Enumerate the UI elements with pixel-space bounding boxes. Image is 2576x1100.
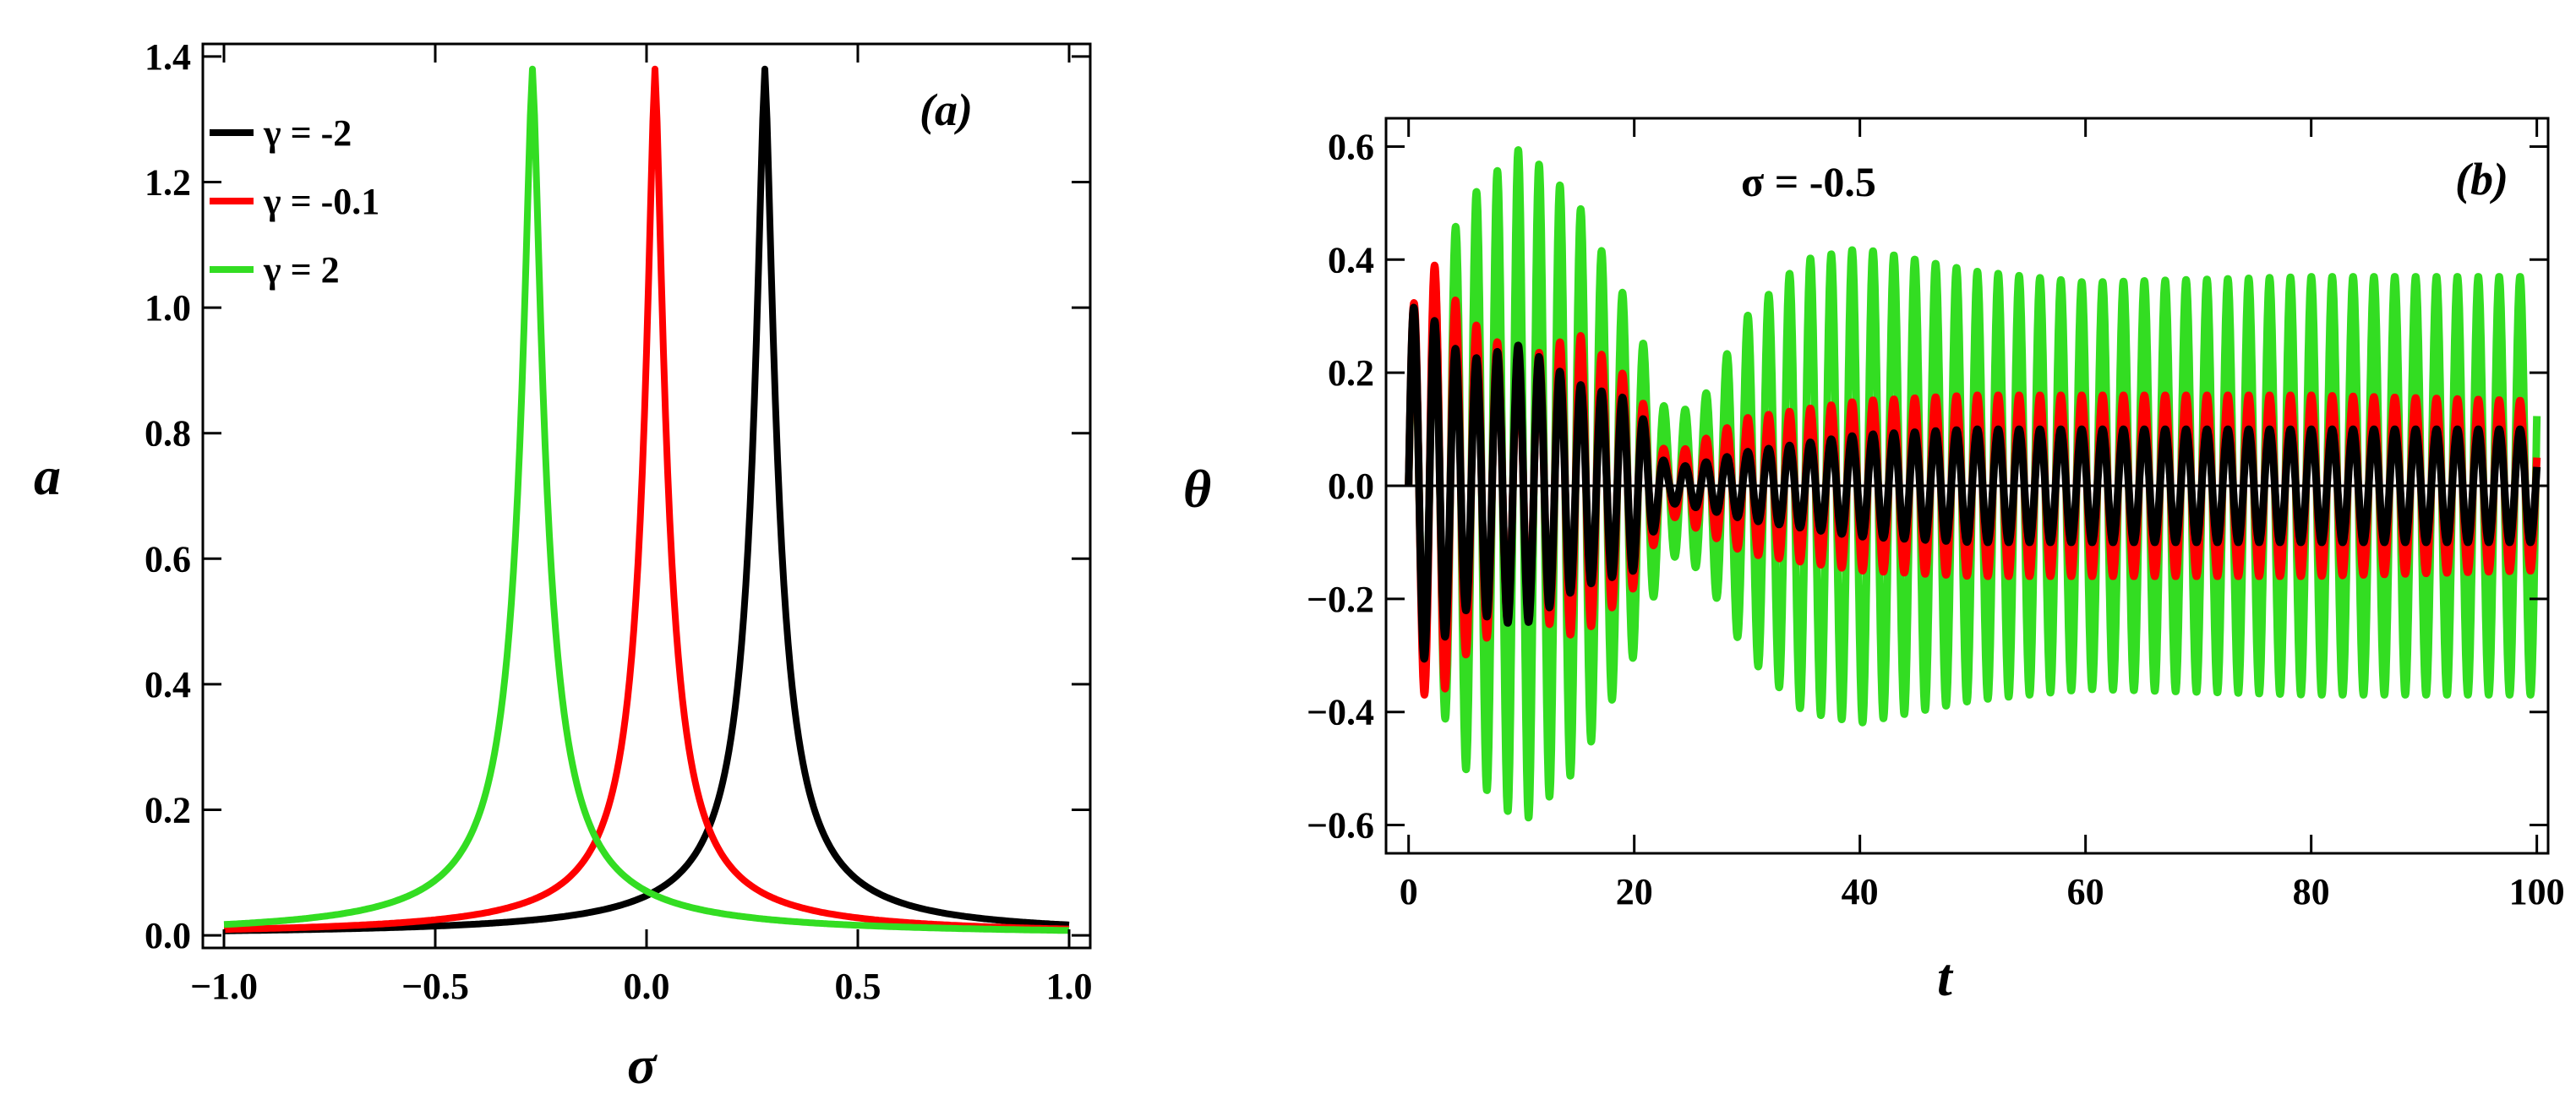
legend-label-gamma-2: γ = 2 bbox=[263, 249, 340, 291]
panel-b-xtick-label: 0 bbox=[1400, 871, 1418, 912]
panel-a-ytick-label: 1.4 bbox=[145, 36, 191, 78]
panel-a: −1.0 −0.5 0.0 0.5 1.0 0.0 0.2 0.4 0.6 0.8 1.0 1.2 1.… bbox=[34, 36, 1093, 1095]
panel-b-xtick-label: 20 bbox=[1616, 871, 1653, 912]
panel-b-annotation: σ = -0.5 bbox=[1741, 158, 1876, 205]
panel-b-xlabel: t bbox=[1937, 947, 1954, 1007]
panel-b-ytick-label: −0.4 bbox=[1307, 692, 1374, 733]
panel-a-ylabel: a bbox=[34, 446, 61, 506]
panel-a-ytick-label: 0.8 bbox=[145, 413, 191, 455]
panel-b-xtick-label: 80 bbox=[2293, 871, 2330, 912]
panel-a-ticks: −1.0 −0.5 0.0 0.5 1.0 0.0 0.2 0.4 0.6 0.8 1.0 1.2 1.… bbox=[145, 36, 1093, 1007]
panel-a-xtick-label: −1.0 bbox=[190, 966, 258, 1007]
panel-b-ytick-label: −0.2 bbox=[1307, 579, 1374, 620]
panel-b-series bbox=[1405, 146, 2541, 822]
panel-b-ytick-label: 0.4 bbox=[1328, 239, 1374, 280]
panel-a-series bbox=[222, 65, 1071, 934]
panel-a-xtick-label: 1.0 bbox=[1046, 966, 1093, 1007]
panel-a-legend: γ = -2 γ = -0.1 γ = 2 bbox=[210, 112, 379, 291]
panel-a-xtick-label: 0.5 bbox=[835, 966, 881, 1007]
panel-a-ytick-label: 1.0 bbox=[145, 287, 191, 329]
legend-label-gamma-minus-0-1: γ = -0.1 bbox=[263, 181, 379, 222]
panel-a-ytick-label: 0.2 bbox=[145, 790, 191, 831]
panel-b-xtick-label: 100 bbox=[2509, 871, 2565, 912]
panel-a-series-0 bbox=[222, 65, 1071, 934]
panel-a-label: (a) bbox=[920, 84, 973, 135]
panel-a-series-1 bbox=[222, 65, 1071, 934]
panel-a-ytick-label: 1.2 bbox=[145, 161, 191, 203]
panel-b-label: (b) bbox=[2455, 154, 2508, 204]
panel-b-ticks: 0 20 40 60 80 100 −0.6 −0.4 −0.2 0.0 0.2 0.4 0.6 bbox=[1307, 118, 2565, 912]
panel-a-ytick-label: 0.0 bbox=[145, 915, 191, 956]
panel-a-xlabel: σ bbox=[627, 1035, 658, 1095]
panel-a-xtick-label: 0.0 bbox=[624, 966, 670, 1007]
panel-b-xtick-label: 40 bbox=[1842, 871, 1879, 912]
panel-b-series-black bbox=[1405, 303, 2541, 663]
panel-b-ytick-label: −0.6 bbox=[1307, 805, 1374, 847]
panel-a-series-2 bbox=[222, 65, 1071, 934]
panel-b-ytick-label: 0.6 bbox=[1328, 126, 1374, 167]
panel-b-ylabel: θ bbox=[1183, 459, 1211, 519]
panel-a-frame bbox=[201, 42, 1092, 950]
panel-a-ytick-label: 0.4 bbox=[145, 664, 191, 705]
panel-b-xtick-label: 60 bbox=[2067, 871, 2104, 912]
panel-a-ytick-label: 0.6 bbox=[145, 538, 191, 580]
legend-label-gamma-minus-2: γ = -2 bbox=[263, 112, 352, 154]
panel-b-frame bbox=[1384, 117, 2550, 855]
panel-b-ytick-label: 0.2 bbox=[1328, 352, 1374, 394]
panel-b-ytick-label: 0.0 bbox=[1328, 466, 1374, 507]
panel-a-xtick-label: −0.5 bbox=[401, 966, 469, 1007]
panel-b: 0 20 40 60 80 100 −0.6 −0.4 −0.2 0.0 0.2 0.4 0.6 θ t… bbox=[1183, 117, 2565, 1007]
